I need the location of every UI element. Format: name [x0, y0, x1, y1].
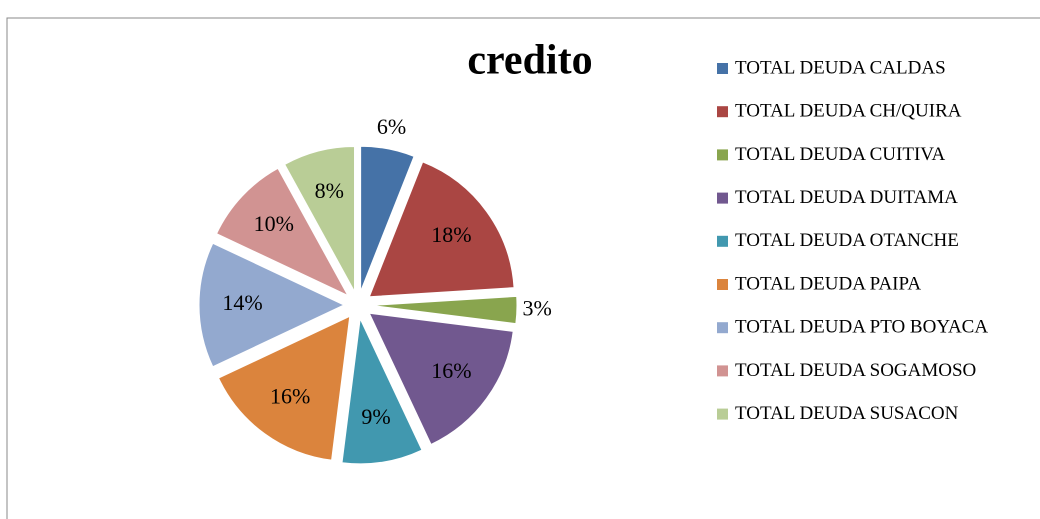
- legend-swatch: [717, 106, 728, 118]
- data-label: 16%: [270, 383, 310, 408]
- chart-title: credito: [467, 38, 592, 84]
- pie-slice: [371, 295, 518, 325]
- legend-label: TOTAL DEUDA SOGAMOSO: [735, 360, 976, 381]
- legend-swatch: [717, 279, 728, 290]
- data-label: 16%: [431, 358, 471, 383]
- pie-slice: [360, 145, 415, 292]
- legend-swatch: [717, 149, 728, 161]
- legend-swatch: [717, 235, 728, 247]
- chart-border: [6, 17, 1040, 519]
- pie-slice: [368, 312, 514, 446]
- legend-swatch: [717, 192, 728, 204]
- pie-slice: [215, 167, 349, 297]
- data-label: 3%: [523, 296, 552, 321]
- legend-swatch: [717, 322, 728, 334]
- legend-label: TOTAL DEUDA OTANCHE: [735, 230, 959, 251]
- legend-label: TOTAL DEUDA DUITAMA: [735, 187, 958, 208]
- pie-slice: [368, 161, 515, 298]
- legend-label: TOTAL DEUDA CUITIVA: [735, 144, 946, 165]
- pie-slice: [283, 145, 356, 292]
- data-label: 8%: [315, 178, 344, 203]
- legend-swatch: [717, 365, 728, 377]
- pie-slice: [198, 242, 346, 368]
- data-label: 10%: [254, 211, 294, 236]
- data-label: 18%: [431, 222, 471, 247]
- data-label: 14%: [222, 290, 262, 315]
- data-label: 9%: [361, 404, 390, 429]
- legend-swatch: [717, 63, 728, 74]
- legend-label: TOTAL DEUDA CALDAS: [735, 57, 946, 78]
- legend-label: TOTAL DEUDA PAIPA: [735, 273, 921, 294]
- legend-label: TOTAL DEUDA SUSACON: [735, 403, 959, 424]
- legend-label: TOTAL DEUDA CH/QUIRA: [735, 101, 962, 122]
- legend-label: TOTAL DEUDA PTO BOYACA: [735, 317, 988, 338]
- data-label: 6%: [377, 114, 406, 139]
- legend-swatch: [717, 408, 728, 420]
- pie-slice: [341, 317, 423, 465]
- pie-slice: [217, 315, 351, 461]
